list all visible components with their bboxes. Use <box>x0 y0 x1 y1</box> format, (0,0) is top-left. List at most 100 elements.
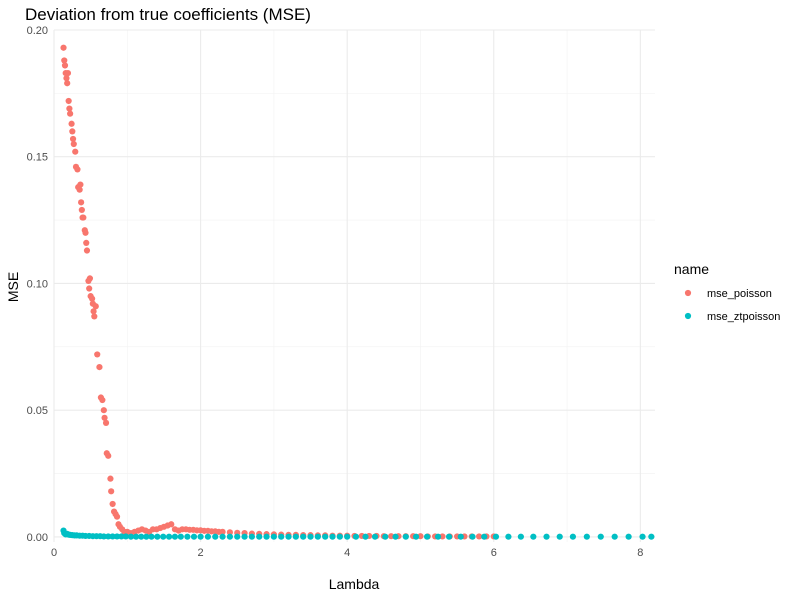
point-mse-ztpoisson <box>322 533 329 540</box>
point-mse-ztpoisson <box>177 533 184 540</box>
point-mse-poisson <box>67 110 74 117</box>
point-mse-ztpoisson <box>517 533 524 540</box>
point-mse-ztpoisson <box>492 533 500 540</box>
point-mse-poisson <box>89 295 96 302</box>
point-mse-ztpoisson <box>292 533 299 540</box>
y-tick-label: 0.00 <box>27 532 48 544</box>
point-mse-poisson <box>72 148 79 155</box>
point-mse-ztpoisson <box>219 533 226 540</box>
point-mse-ztpoisson <box>204 533 212 540</box>
y-tick-label: 0.05 <box>27 405 48 417</box>
y-axis-ticks: 0.00 0.05 0.10 0.15 0.20 <box>27 25 48 544</box>
point-mse-poisson <box>61 62 69 69</box>
point-mse-poisson <box>219 528 226 535</box>
point-mse-ztpoisson <box>113 533 121 540</box>
point-mse-ztpoisson <box>648 533 655 540</box>
point-mse-poisson <box>60 44 67 51</box>
point-mse-ztpoisson <box>270 533 277 540</box>
point-mse-poisson <box>226 529 234 536</box>
point-mse-poisson <box>90 308 97 315</box>
x-axis-ticks: 0 2 4 6 8 <box>51 547 643 559</box>
point-mse-ztpoisson <box>165 533 173 540</box>
point-mse-poisson <box>86 285 93 292</box>
point-mse-ztpoisson <box>154 533 161 540</box>
point-mse-ztpoisson <box>285 533 292 540</box>
point-mse-poisson <box>107 475 114 482</box>
point-mse-ztpoisson <box>469 533 476 540</box>
point-mse-ztpoisson <box>248 533 255 540</box>
point-mse-ztpoisson <box>556 533 563 540</box>
gridlines <box>53 29 655 542</box>
point-mse-poisson <box>77 181 84 188</box>
x-tick-label: 0 <box>51 547 57 559</box>
point-mse-poisson <box>101 414 108 421</box>
point-mse-ztpoisson <box>481 533 488 540</box>
legend-label: mse_ztpoisson <box>707 311 780 323</box>
point-mse-poisson <box>78 199 85 206</box>
point-mse-ztpoisson <box>392 533 399 540</box>
legend-title: name <box>674 261 709 277</box>
point-mse-ztpoisson <box>597 533 604 540</box>
x-tick-label: 8 <box>637 547 643 559</box>
point-mse-ztpoisson <box>148 533 155 540</box>
x-tick-label: 4 <box>344 547 350 559</box>
point-mse-ztpoisson <box>143 533 150 540</box>
point-mse-poisson <box>69 135 77 143</box>
point-mse-poisson <box>64 80 71 87</box>
point-mse-ztpoisson <box>344 533 351 540</box>
point-mse-ztpoisson <box>625 533 632 540</box>
point-mse-poisson <box>76 186 83 193</box>
x-tick-label: 2 <box>198 547 204 559</box>
point-mse-poisson <box>65 97 72 105</box>
point-mse-poisson <box>83 239 90 247</box>
point-mse-poisson <box>69 128 76 135</box>
point-mse-ztpoisson <box>109 533 116 540</box>
legend-key <box>684 312 692 320</box>
point-mse-ztpoisson <box>132 533 140 540</box>
point-mse-poisson <box>100 407 107 414</box>
legend-label: mse_poisson <box>707 288 772 300</box>
point-mse-poisson <box>74 166 81 173</box>
point-mse-ztpoisson <box>307 533 314 540</box>
point-mse-ztpoisson <box>457 533 464 540</box>
point-mse-ztpoisson <box>382 533 389 540</box>
point-mse-poisson <box>68 120 75 127</box>
point-mse-poisson <box>91 313 98 320</box>
point-mse-ztpoisson <box>105 533 112 540</box>
y-axis-title: MSE <box>5 272 21 302</box>
point-mse-ztpoisson <box>445 533 453 540</box>
point-mse-ztpoisson <box>100 533 107 540</box>
data-points <box>60 44 655 540</box>
chart-title: Deviation from true coefficients (MSE) <box>25 5 311 24</box>
point-mse-ztpoisson <box>362 533 369 540</box>
legend-key <box>684 289 692 297</box>
point-mse-poisson <box>99 396 106 404</box>
point-mse-ztpoisson <box>226 533 234 540</box>
point-mse-poisson <box>83 247 91 254</box>
point-mse-ztpoisson <box>127 533 135 540</box>
legend: name mse_poisson mse_ztpoisson <box>674 261 780 323</box>
point-mse-poisson <box>86 275 94 282</box>
point-mse-ztpoisson <box>329 533 336 540</box>
point-mse-poisson <box>63 75 70 82</box>
point-mse-ztpoisson <box>639 533 646 540</box>
point-mse-poisson <box>96 364 103 371</box>
x-tick-label: 6 <box>491 547 497 559</box>
point-mse-poisson <box>61 57 68 64</box>
point-mse-ztpoisson <box>611 533 618 540</box>
point-mse-ztpoisson <box>336 533 343 540</box>
point-mse-ztpoisson <box>569 533 577 540</box>
point-mse-ztpoisson <box>371 533 379 540</box>
point-mse-poisson <box>102 419 110 426</box>
point-mse-poisson <box>94 351 101 358</box>
point-mse-poisson <box>70 140 77 148</box>
point-mse-ztpoisson <box>171 533 179 540</box>
point-mse-poisson <box>105 452 112 459</box>
point-mse-poisson <box>475 533 483 540</box>
point-mse-poisson <box>64 69 72 77</box>
point-mse-ztpoisson <box>241 533 248 540</box>
point-mse-ztpoisson <box>543 533 550 540</box>
point-mse-ztpoisson <box>160 533 167 540</box>
point-mse-ztpoisson <box>423 533 431 540</box>
point-mse-poisson <box>78 206 85 214</box>
